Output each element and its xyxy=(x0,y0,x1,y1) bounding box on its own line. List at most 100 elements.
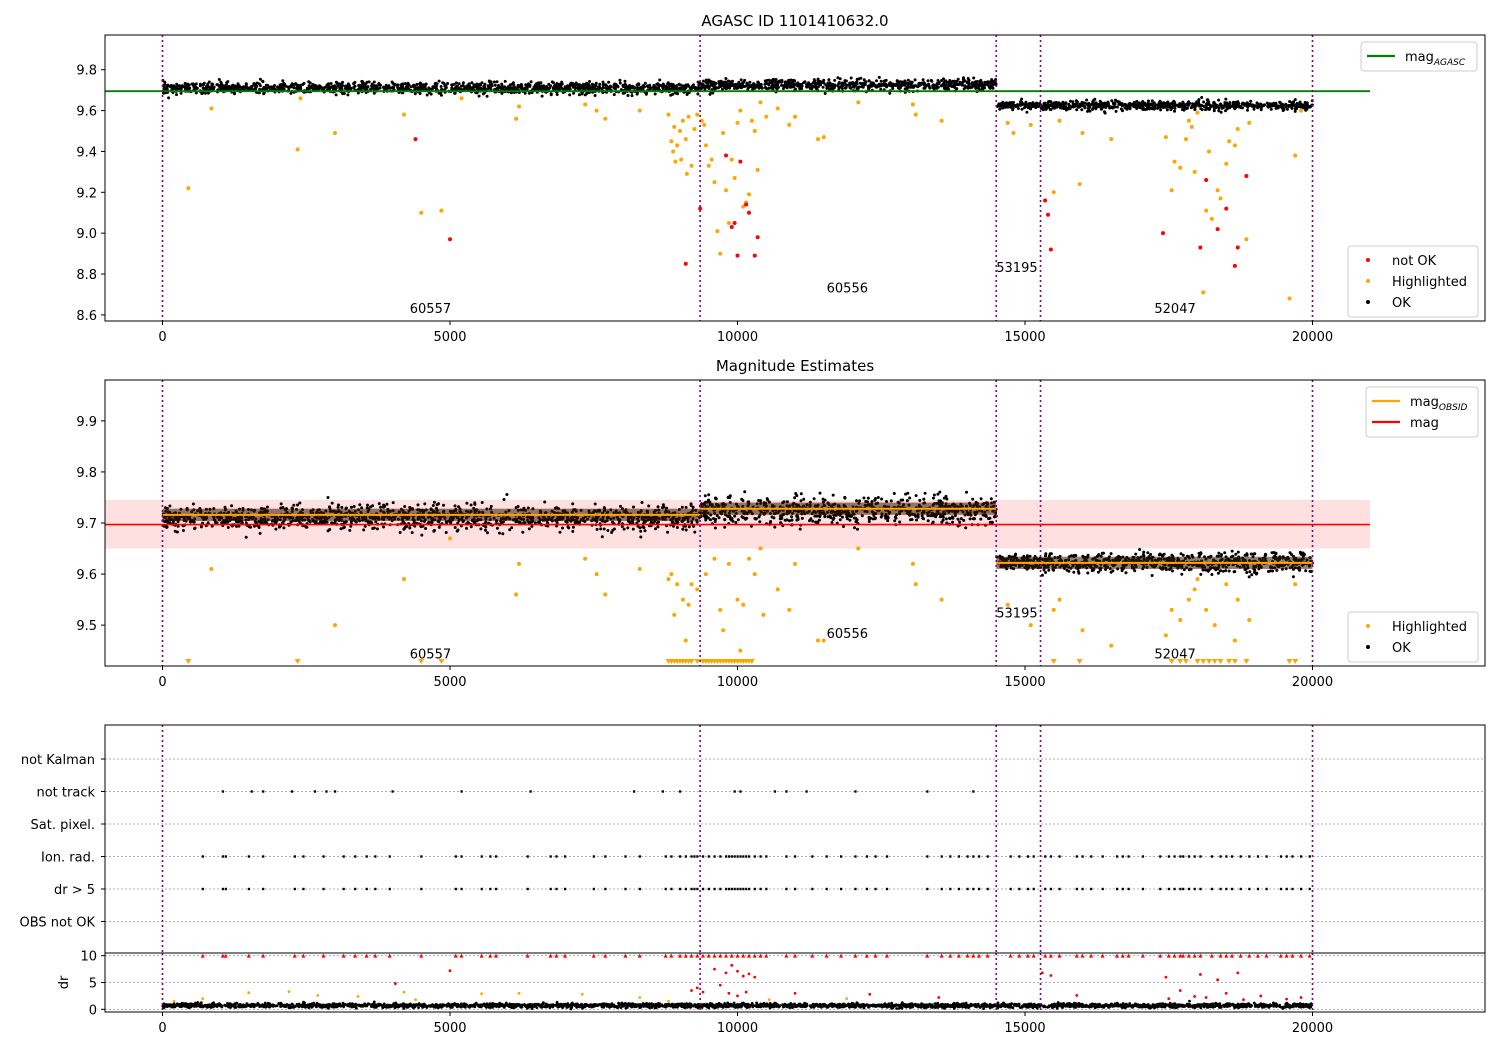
ok-point xyxy=(1094,102,1098,106)
ok-point xyxy=(647,504,651,508)
ok-point xyxy=(931,520,935,524)
not-ok-point xyxy=(724,153,728,158)
ok-point xyxy=(652,84,656,88)
ok-point xyxy=(398,531,402,534)
ok-point xyxy=(717,81,721,85)
ok-point xyxy=(427,520,431,524)
ok-point xyxy=(1276,106,1280,110)
ok-point xyxy=(619,504,622,508)
ok-point xyxy=(656,87,659,91)
ok-point xyxy=(162,86,166,90)
highlighted-point xyxy=(186,186,191,191)
ok-point xyxy=(524,86,528,90)
ok-point xyxy=(1241,106,1244,110)
ok-point xyxy=(701,83,705,87)
ok-point xyxy=(279,502,283,506)
ok-point xyxy=(803,80,807,84)
ok-point xyxy=(779,516,783,520)
ok-point xyxy=(1304,106,1308,109)
ok-point xyxy=(805,85,809,88)
ok-point xyxy=(745,83,749,87)
highlighted-point xyxy=(1287,296,1292,301)
ok-point xyxy=(639,535,643,539)
ok-point xyxy=(736,518,740,522)
ok-point xyxy=(258,87,262,91)
ok-point xyxy=(870,84,874,88)
ok-point xyxy=(1245,104,1249,108)
ok-point xyxy=(932,493,936,497)
ok-point xyxy=(461,83,465,87)
ok-point xyxy=(1237,102,1241,105)
ok-point xyxy=(1223,103,1227,107)
ok-point xyxy=(1173,106,1177,110)
ok-point xyxy=(417,86,421,90)
ok-point xyxy=(518,84,521,88)
ok-point xyxy=(821,85,825,89)
highlighted-point xyxy=(678,129,682,134)
ok-point xyxy=(739,78,743,82)
ok-point xyxy=(543,500,547,504)
ok-point xyxy=(500,84,504,88)
ok-point xyxy=(838,77,842,81)
ok-point xyxy=(314,85,318,89)
ok-point xyxy=(684,528,688,532)
ok-point xyxy=(340,84,344,88)
ok-point xyxy=(1020,97,1024,101)
ok-point xyxy=(908,496,912,500)
ok-point xyxy=(922,517,925,521)
ok-point xyxy=(771,87,775,91)
ok-point xyxy=(493,83,497,87)
highlighted-point xyxy=(1195,110,1200,115)
ok-point xyxy=(495,80,499,84)
ok-point xyxy=(387,86,391,90)
ok-point xyxy=(785,80,789,84)
ok-point xyxy=(1261,104,1265,108)
ok-point xyxy=(340,88,344,91)
ok-point xyxy=(384,85,388,89)
ok-point xyxy=(983,86,986,90)
ok-point xyxy=(666,530,670,534)
ok-point xyxy=(220,86,224,90)
ok-point xyxy=(1177,103,1181,107)
ok-point xyxy=(362,528,366,532)
ok-point xyxy=(875,85,879,89)
ok-point xyxy=(612,85,616,89)
ok-point xyxy=(626,94,630,97)
ok-point xyxy=(736,82,740,85)
ok-point xyxy=(785,86,789,90)
ok-point xyxy=(1257,105,1261,108)
ok-point xyxy=(623,79,627,83)
ok-point xyxy=(849,86,853,90)
ok-point xyxy=(740,83,744,87)
ok-point xyxy=(1047,105,1051,109)
ok-point xyxy=(630,94,634,98)
ok-point xyxy=(1057,103,1061,107)
ok-point xyxy=(1064,102,1067,106)
ok-point xyxy=(297,85,300,89)
highlighted-point xyxy=(1163,135,1168,140)
ok-point xyxy=(483,87,487,91)
ok-point xyxy=(281,79,285,83)
ok-point xyxy=(798,86,802,90)
ok-point xyxy=(257,526,261,529)
ok-point xyxy=(461,81,465,85)
ok-point xyxy=(823,92,827,95)
ok-point xyxy=(580,84,584,87)
ok-point xyxy=(831,493,835,497)
highlighted-point xyxy=(679,157,684,162)
ok-point xyxy=(357,87,361,91)
ok-point xyxy=(958,520,962,524)
ok-point xyxy=(1282,107,1286,111)
not-ok-point xyxy=(1161,231,1165,236)
ok-point xyxy=(1212,100,1216,104)
ok-point xyxy=(798,527,802,531)
ok-point xyxy=(780,79,784,83)
legend-marker xyxy=(1366,258,1370,262)
ok-point xyxy=(175,93,178,97)
ok-point xyxy=(342,525,346,529)
ok-point xyxy=(626,87,630,91)
ok-point xyxy=(332,85,336,89)
ok-point xyxy=(512,87,516,90)
ok-point xyxy=(365,86,369,90)
